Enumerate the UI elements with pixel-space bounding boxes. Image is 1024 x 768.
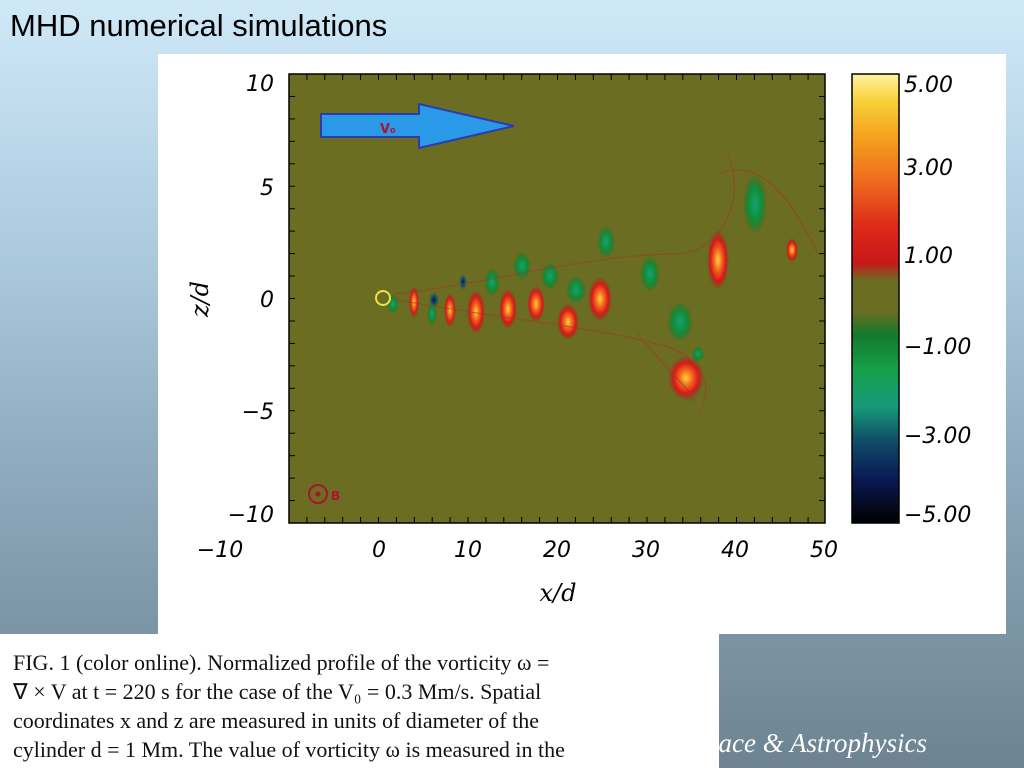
x-tick-label: 50	[810, 538, 838, 563]
y-tick-label: 0	[260, 288, 274, 313]
vortex-blob	[668, 356, 704, 400]
wake-filament	[393, 298, 707, 415]
vortex-blob	[427, 302, 437, 326]
x-tick-label: 10	[454, 538, 482, 563]
arrow-label: V₀	[380, 122, 396, 137]
vortex-blob	[484, 268, 500, 296]
colorbar-label: 5.00	[904, 73, 953, 98]
vortex-blob	[597, 226, 615, 258]
y-tick-label: 5	[260, 176, 274, 201]
cylinder-marker	[375, 290, 391, 306]
field-label: B	[331, 489, 340, 503]
vortex-blob	[409, 286, 419, 318]
x-tick-label: 20	[543, 538, 571, 563]
vortex-blob	[640, 256, 660, 292]
wake-filament	[637, 333, 696, 401]
flow-arrow: V₀	[320, 102, 515, 150]
vortex-blob	[444, 293, 456, 327]
vortex-blob	[743, 174, 767, 234]
vortex-blob	[387, 294, 399, 314]
vortex-blob	[557, 304, 579, 340]
vortex-blob	[692, 346, 704, 362]
x-axis-ticks: −10 0 10 20 30 40 50	[197, 74, 838, 563]
vortex-blob	[707, 230, 729, 290]
colorbar-labels: 5.00 3.00 1.00 −1.00 −3.00 −5.00	[904, 73, 971, 528]
slide-title: MHD numerical simulations	[10, 8, 388, 43]
vortex-blob	[667, 302, 693, 342]
vortex-blob	[786, 238, 798, 262]
x-axis-label: x/d	[540, 579, 577, 607]
x-tick-label: 30	[632, 538, 660, 563]
colorbar-label: −5.00	[904, 503, 971, 528]
wake-filament	[717, 169, 819, 255]
vortex-blob	[467, 290, 485, 334]
x-tick-label: 0	[372, 538, 386, 563]
y-axis-ticks: 10 5 0 −5 −10	[228, 72, 825, 528]
y-tick-label: −10	[228, 503, 274, 528]
vortex-blob	[566, 276, 586, 304]
caption-line: coordinates x and z are measured in unit…	[13, 708, 539, 733]
wake-filament	[393, 153, 735, 295]
colorbar-label: 1.00	[904, 244, 953, 269]
caption-line: FIG. 1 (color online). Normalized profil…	[13, 650, 550, 675]
vortex-blob	[541, 262, 559, 290]
vortex-blob	[527, 286, 545, 322]
plot-area	[288, 73, 826, 524]
vortex-blob	[459, 274, 467, 290]
y-axis-label: z/d	[186, 281, 214, 318]
footer-text: pace & Astrophysics	[705, 728, 927, 758]
y-tick-label: −5	[242, 400, 274, 425]
vortex-blob	[513, 252, 531, 280]
caption-line: ∇ × V at t = 220 s for the case of the V…	[13, 679, 542, 704]
x-tick-label: 40	[721, 538, 749, 563]
colorbar-label: −1.00	[904, 335, 971, 360]
x-tick-label: −10	[197, 538, 243, 563]
colorbar	[851, 73, 900, 524]
y-tick-label: 10	[246, 72, 274, 97]
vortex-blob	[588, 277, 612, 321]
field-symbol: B	[308, 484, 340, 504]
figure-panel: V₀ B 5.00 3.00 1.00 −1.00 −3.00 −5.00 −10 0 10 2…	[158, 54, 1006, 634]
vortex-field	[375, 153, 819, 415]
colorbar-label: −3.00	[904, 424, 971, 449]
figure-caption: FIG. 1 (color online). Normalized profil…	[0, 634, 719, 768]
vortex-blob	[499, 289, 517, 329]
vorticity-figure: V₀ B 5.00 3.00 1.00 −1.00 −3.00 −5.00 −10 0 10 2…	[186, 72, 971, 607]
colorbar-label: 3.00	[904, 156, 953, 181]
caption-line: cylinder d = 1 Mm. The value of vorticit…	[13, 737, 565, 762]
